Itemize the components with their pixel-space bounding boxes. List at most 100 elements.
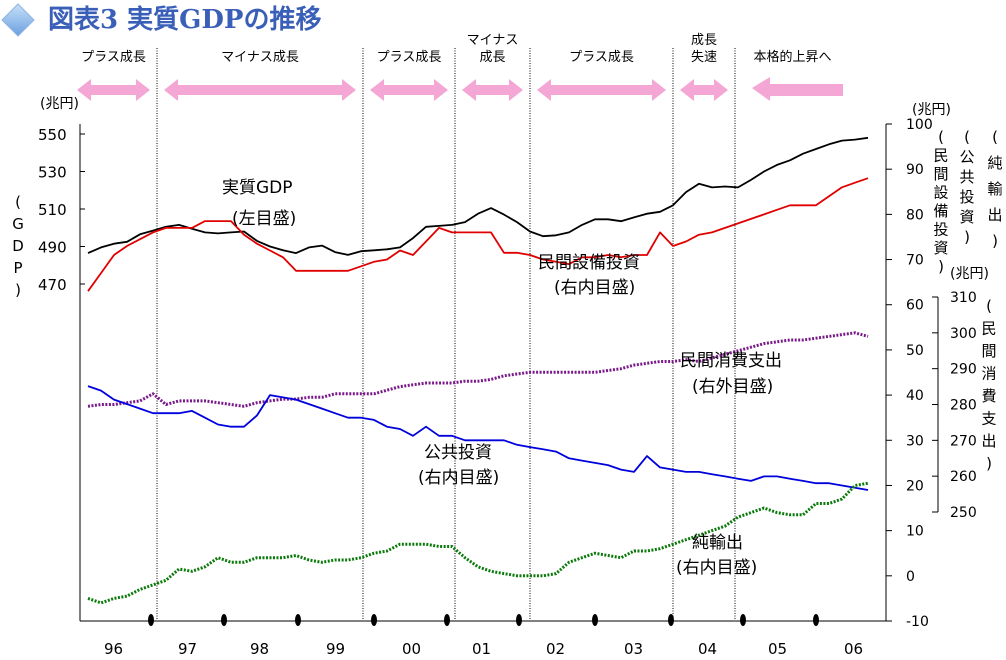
public-axis-title-char: 投 [959, 188, 974, 206]
right-inner-tick-label: 90 [906, 162, 924, 178]
net-exports-line [87, 481, 869, 605]
phase-label: マイナス [467, 33, 519, 48]
capex-axis-title-char: 設 [933, 184, 948, 202]
capex-axis-title-char: 投 [933, 221, 948, 239]
right-inner-tick-label: 100 [906, 117, 933, 133]
capex-annotation: 民間設備投資 [538, 253, 640, 273]
public-axis-annotation: (右内目盛) [418, 468, 499, 488]
left-tick-label: 550 [38, 126, 67, 144]
chart-title: 図表3 実質GDPの推移 [48, 4, 321, 35]
consumption-axis-title-char: ) [986, 455, 992, 473]
right-inner-tick-label: 70 [906, 253, 924, 269]
left-axis-title-char: ( [15, 193, 21, 211]
left-axis-title-char: D [12, 237, 24, 255]
phase-label: 本格的上昇へ [753, 49, 831, 65]
netexports-axis-title-char: ( [992, 128, 998, 146]
gdp-annotation: 実質GDP [222, 178, 293, 198]
capex-axis-title-char: 民 [933, 147, 948, 165]
year-boundary-marker [740, 614, 746, 626]
consumption-axis-title-char: 出 [981, 432, 996, 450]
capex-axis-title-char: ) [938, 258, 944, 276]
right-outer-tick-label: 290 [950, 362, 977, 378]
netexports-axis-title-char: ) [992, 232, 998, 250]
right-inner-tick-label: 30 [906, 433, 924, 449]
right-outer-tick-label: 260 [950, 469, 977, 485]
capex-axis-title-char: 間 [933, 165, 948, 183]
year-boundary-marker [221, 614, 227, 626]
x-tick-label: 05 [768, 640, 787, 658]
public-investment-line [87, 385, 869, 491]
public-axis-title-char: ( [964, 128, 970, 146]
phase-arrow [680, 79, 728, 101]
phase-label: 成長 [691, 33, 717, 48]
x-tick-label: 97 [178, 640, 197, 658]
right-outer-tick-label: 250 [950, 505, 977, 521]
gdp-axis-annotation: (左目盛) [232, 209, 296, 229]
consumption-axis-title-char: 支 [981, 410, 996, 428]
year-boundary-marker [813, 614, 819, 626]
consumption-axis-title-char: 民 [981, 320, 996, 338]
year-boundary-marker [592, 614, 598, 626]
phase-label: プラス成長 [377, 50, 442, 65]
left-axis-title-char: ) [15, 281, 21, 299]
x-tick-label: 01 [472, 640, 491, 658]
axes: 4704905105305501009080706050403020100-10… [38, 48, 977, 658]
netexports-axis-title-char: 出 [987, 206, 1002, 224]
right-outer-tick-label: 280 [950, 398, 977, 414]
consumption-axis-title-char: 費 [981, 387, 996, 405]
series-layer [87, 136, 869, 605]
year-boundary-marker [295, 614, 301, 626]
left-tick-label: 510 [38, 201, 67, 219]
left-tick-label: 470 [38, 276, 67, 294]
left-axis-title-char: P [13, 259, 22, 277]
right-inner-tick-label: 40 [906, 388, 924, 404]
year-boundary-marker [668, 614, 674, 626]
vertical-axis-titles: (GDP)(民間設備投資)(公共投資)(純輸出)(民間消費支出) [12, 128, 1002, 473]
series-annotations: 実質GDP (左目盛) 民間設備投資 (右内目盛) 民間消費支出 (右外目盛) … [222, 178, 782, 578]
right-inner-tick-label: 20 [906, 478, 924, 494]
year-boundary-marker [148, 614, 154, 626]
year-boundary-marker [444, 614, 450, 626]
right-inner-tick-label: 60 [906, 298, 924, 314]
right-inner-tick-label: 0 [906, 569, 915, 585]
consumption-annotation: 民間消費支出 [680, 351, 782, 371]
consumption-axis-title-char: 間 [981, 342, 996, 360]
phase-arrow [77, 79, 150, 101]
x-tick-label: 00 [402, 640, 421, 658]
x-tick-label: 96 [104, 640, 123, 658]
capex-axis-title-char: 資 [933, 239, 948, 257]
consumption-axis-annotation: (右外目盛) [692, 377, 773, 397]
right-outer-tick-label: 310 [950, 290, 977, 306]
phase-arrow-left [752, 77, 843, 101]
right-outer-unit-label: (兆円) [950, 266, 989, 282]
x-tick-label: 04 [698, 640, 717, 658]
netexports-annotation: 純輸出 [692, 533, 743, 553]
consumption-axis-title-char: ( [986, 297, 992, 315]
right-inner-tick-label: -10 [906, 614, 929, 630]
public-axis-title-char: 共 [959, 168, 974, 186]
phase-arrow [462, 79, 523, 101]
capex-axis-title-char: 備 [933, 202, 948, 220]
x-tick-label: 99 [326, 640, 345, 658]
phase-arrow [537, 79, 666, 101]
left-unit-label: (兆円) [40, 96, 79, 112]
capex-axis-title-char: ( [938, 128, 944, 146]
right-inner-tick-label: 80 [906, 207, 924, 223]
public-annotation: 公共投資 [424, 443, 492, 463]
left-tick-label: 490 [38, 239, 67, 257]
phase-label: プラス成長 [569, 50, 634, 65]
x-tick-label: 98 [250, 640, 269, 658]
netexports-axis-title-char: 純 [987, 154, 1002, 172]
diamond-icon [1, 3, 35, 37]
right-inner-tick-label: 50 [906, 343, 924, 359]
left-axis-title-char: G [12, 215, 24, 233]
phase-label: マイナス成長 [221, 50, 299, 65]
right-outer-tick-label: 270 [950, 433, 977, 449]
public-axis-title-char: 資 [959, 208, 974, 226]
netexports-axis-annotation: (右内目盛) [676, 558, 757, 578]
phase-label: プラス成長 [81, 50, 146, 65]
public-axis-title-char: ) [964, 228, 970, 246]
capex-axis-annotation: (右内目盛) [554, 278, 635, 298]
consumption-axis-title-char: 消 [981, 365, 996, 383]
right-outer-tick-label: 300 [950, 326, 977, 342]
